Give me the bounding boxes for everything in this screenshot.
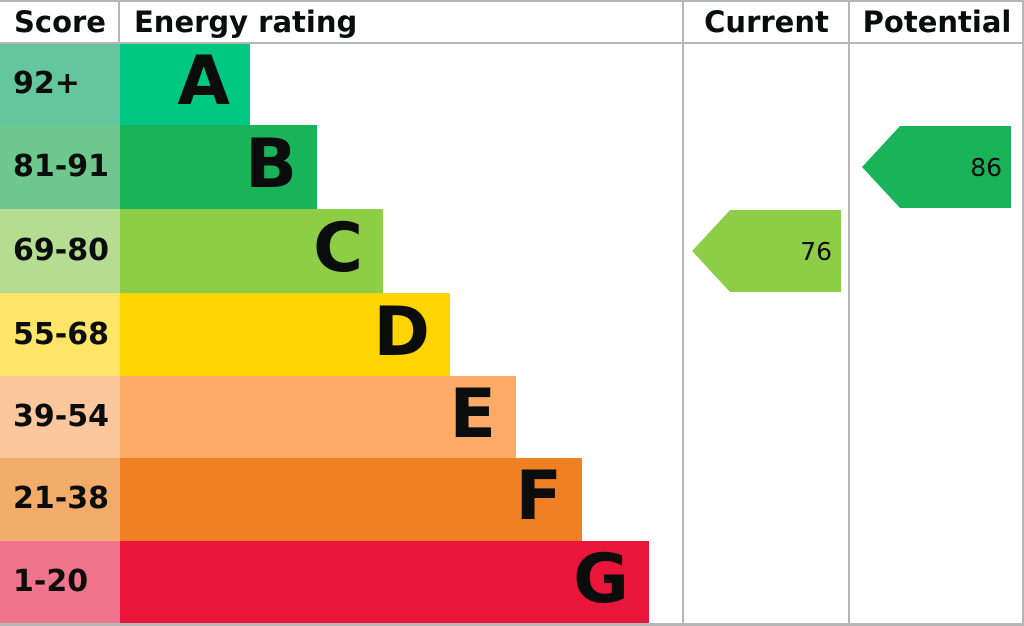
band-row: C <box>120 209 683 294</box>
score-range-a: 92+ <box>0 43 120 126</box>
header-current: Current <box>683 2 850 43</box>
band-bar-c: C <box>120 209 383 294</box>
band-row: F <box>120 457 683 541</box>
potential-arrow-shape <box>862 126 1011 209</box>
current-rating-value: 76 <box>800 237 832 266</box>
band-bar-d: D <box>120 292 450 376</box>
score-range-f: 21-38 <box>0 458 120 541</box>
score-range-e: 39-54 <box>0 375 120 459</box>
band-row: B <box>120 125 683 210</box>
current-arrow-shape <box>691 210 841 293</box>
left-arrow-icon: 76 <box>691 210 841 293</box>
current-rating-arrow: 76 <box>683 209 850 293</box>
potential-rating-arrow: 86 <box>850 125 1024 209</box>
score-range-b: 81-91 <box>0 125 120 210</box>
column-divider-rating <box>682 2 684 623</box>
header-score: Score <box>0 2 120 43</box>
band-letter-f: F <box>515 457 562 537</box>
chart-right-border <box>1022 2 1024 623</box>
band-letter-e: E <box>449 374 496 454</box>
score-range-c: 69-80 <box>0 209 120 294</box>
band-bar-g: G <box>120 539 649 623</box>
band-bar-a: A <box>120 42 250 126</box>
band-letter-d: D <box>373 292 430 372</box>
band-bar-e: E <box>120 374 516 459</box>
band-bar-b: B <box>120 125 317 210</box>
potential-rating-value: 86 <box>970 153 1002 182</box>
header-divider <box>0 42 1024 44</box>
score-range-g: 1-20 <box>0 540 120 623</box>
band-row: A <box>120 42 683 126</box>
header-potential: Potential <box>850 2 1024 43</box>
band-letter-a: A <box>177 42 230 122</box>
band-row: D <box>120 292 683 376</box>
band-row: E <box>120 374 683 459</box>
score-range-d: 55-68 <box>0 293 120 376</box>
band-bar-f: F <box>120 457 582 541</box>
column-divider-current <box>848 2 850 623</box>
header-energy-rating: Energy rating <box>120 2 683 43</box>
band-letter-b: B <box>245 125 297 205</box>
band-row: G <box>120 539 683 623</box>
column-divider-score <box>118 2 120 42</box>
left-arrow-icon: 86 <box>862 126 1011 209</box>
band-letter-c: C <box>313 209 363 289</box>
band-letter-g: G <box>573 539 629 619</box>
